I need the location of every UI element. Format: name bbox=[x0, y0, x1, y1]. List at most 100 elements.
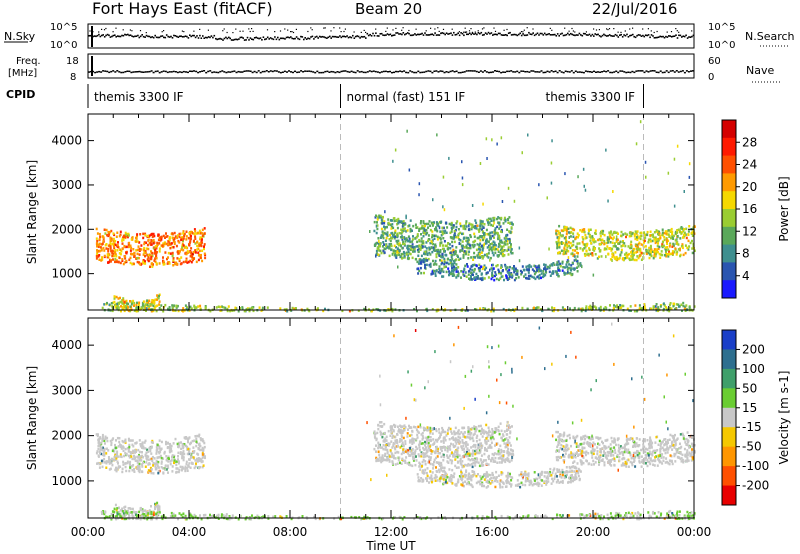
echo-cell bbox=[403, 242, 406, 246]
echo-cell bbox=[442, 441, 445, 444]
echo-cell bbox=[429, 253, 432, 256]
echo-cell bbox=[172, 305, 175, 309]
echo-cell bbox=[600, 255, 603, 258]
search-noise-point bbox=[598, 29, 600, 31]
noise-point bbox=[116, 35, 119, 37]
echo-cell bbox=[590, 241, 593, 245]
freq-top-tick: 18 bbox=[66, 56, 79, 67]
echo-cell bbox=[122, 303, 125, 307]
echo-cell bbox=[152, 304, 155, 308]
echo-cell bbox=[187, 447, 190, 451]
echo-cell bbox=[402, 224, 405, 227]
search-noise-point bbox=[330, 30, 332, 32]
freq-point bbox=[332, 71, 335, 73]
echo-cell bbox=[553, 307, 556, 310]
echo-cell bbox=[510, 221, 513, 224]
echo-cell bbox=[405, 216, 407, 220]
echo-cell bbox=[527, 133, 529, 137]
echo-cell bbox=[606, 238, 609, 241]
echo-cell bbox=[607, 241, 609, 244]
echo-cell bbox=[441, 256, 444, 259]
echo-cell bbox=[418, 193, 420, 197]
echo-cell bbox=[197, 305, 200, 308]
echo-cell bbox=[473, 449, 476, 453]
echo-cell bbox=[498, 242, 500, 246]
echo-cell bbox=[659, 256, 662, 259]
echo-cell bbox=[201, 232, 204, 235]
echo-cell bbox=[420, 233, 422, 236]
echo-cell bbox=[630, 255, 633, 258]
echo-cell bbox=[450, 259, 453, 263]
echo-cell bbox=[629, 305, 632, 308]
noise-point bbox=[154, 34, 156, 37]
echo-cell bbox=[394, 249, 397, 253]
echo-cell bbox=[185, 307, 188, 311]
echo-cell bbox=[474, 226, 477, 229]
echo-cell bbox=[425, 250, 428, 253]
freq-point bbox=[271, 70, 274, 73]
freq-point bbox=[259, 71, 262, 74]
echo-cell bbox=[107, 230, 110, 234]
noise-point bbox=[665, 35, 667, 38]
noise-point bbox=[285, 36, 288, 39]
echo-cell bbox=[523, 275, 525, 278]
echo-cell bbox=[143, 241, 146, 244]
echo-cell bbox=[191, 232, 194, 235]
echo-cell bbox=[195, 440, 198, 443]
echo-cell bbox=[432, 234, 434, 238]
echo-cell bbox=[381, 459, 384, 463]
echo-cell bbox=[543, 267, 545, 271]
noise-point bbox=[388, 34, 390, 36]
echo-cell bbox=[169, 446, 172, 450]
echo-cell bbox=[572, 240, 575, 243]
echo-cell bbox=[149, 447, 152, 451]
echo-cell bbox=[461, 247, 464, 250]
noise-point bbox=[460, 32, 462, 34]
echo-cell bbox=[422, 446, 425, 450]
echo-cell bbox=[140, 244, 143, 247]
freq-point bbox=[213, 71, 216, 73]
echo-cell bbox=[445, 261, 448, 265]
echo-cell bbox=[147, 469, 150, 472]
echo-cell bbox=[194, 237, 197, 240]
echo-cell bbox=[132, 445, 135, 448]
echo-cell bbox=[507, 221, 510, 224]
echo-cell bbox=[412, 235, 414, 238]
echo-cell bbox=[504, 458, 507, 461]
noise-point bbox=[457, 32, 459, 34]
echo-cell bbox=[564, 251, 567, 255]
echo-cell bbox=[439, 241, 442, 245]
echo-cell bbox=[188, 447, 191, 451]
echo-cell bbox=[564, 244, 567, 247]
noise-point bbox=[88, 35, 90, 37]
echo-cell bbox=[687, 230, 690, 233]
freq-point bbox=[130, 71, 133, 74]
echo-cell bbox=[579, 247, 582, 250]
echo-cell bbox=[584, 233, 587, 237]
echo-cell bbox=[480, 265, 483, 268]
echo-cell bbox=[200, 244, 203, 248]
echo-cell bbox=[179, 250, 181, 253]
echo-cell bbox=[101, 243, 104, 246]
noise-point bbox=[494, 33, 497, 36]
echo-cell bbox=[559, 241, 562, 245]
echo-cell bbox=[469, 234, 472, 237]
echo-cell bbox=[203, 232, 206, 235]
noise-point bbox=[144, 36, 146, 38]
echo-cell bbox=[513, 199, 516, 203]
echo-cell bbox=[158, 247, 161, 250]
freq-point bbox=[138, 70, 141, 73]
echo-cell bbox=[486, 233, 489, 236]
echo-cell bbox=[484, 239, 487, 242]
echo-cell bbox=[530, 265, 533, 268]
echo-cell bbox=[396, 234, 398, 237]
echo-cell bbox=[527, 277, 530, 280]
freq-point bbox=[249, 70, 252, 72]
echo-cell bbox=[462, 254, 465, 257]
search-noise-point bbox=[207, 29, 209, 31]
echo-cell bbox=[150, 441, 153, 444]
echo-cell bbox=[117, 241, 119, 244]
echo-cell bbox=[132, 299, 135, 303]
noise-point bbox=[189, 34, 191, 36]
echo-cell bbox=[564, 272, 567, 275]
